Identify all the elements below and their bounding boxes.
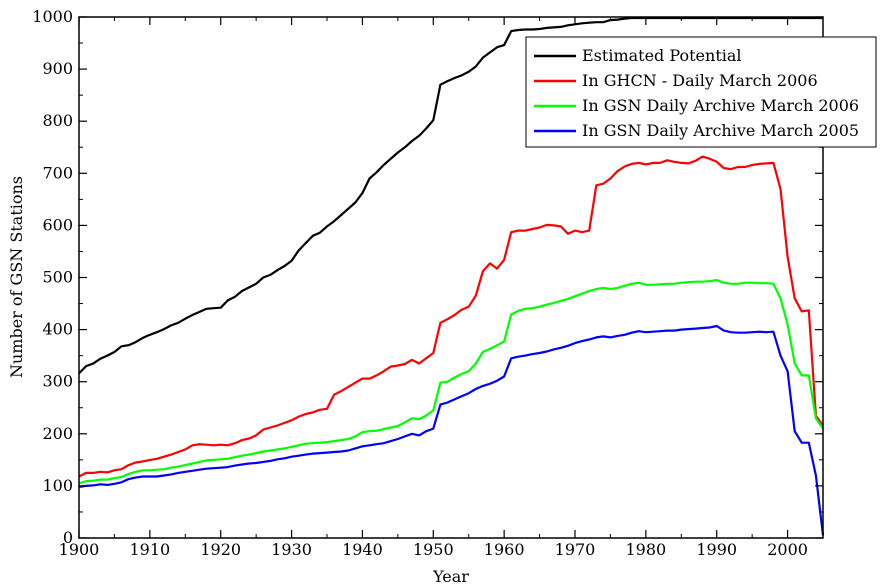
series-line-1 <box>78 16 823 375</box>
y-tick-label: 700 <box>42 163 73 182</box>
x-tick-label: 2000 <box>767 540 808 559</box>
series-line-2 <box>78 155 824 478</box>
x-tick-label: 1970 <box>555 540 596 559</box>
series-layer <box>78 16 825 536</box>
x-tick-label: 1930 <box>271 540 312 559</box>
x-tick-label: 1950 <box>413 540 454 559</box>
legend-label-2: In GHCN - Daily March 2006 <box>582 71 818 90</box>
x-tick-label: 1990 <box>696 540 737 559</box>
series-line-4 <box>78 324 825 536</box>
y-tick-label: 100 <box>42 476 73 495</box>
y-axis-label: Number of GSN Stations <box>7 176 26 378</box>
x-tick-label: 1940 <box>342 540 383 559</box>
series-line-3 <box>78 279 824 485</box>
x-tick-label: 1900 <box>59 540 100 559</box>
legend: Estimated Potential In GHCN - Daily March… <box>525 36 877 148</box>
y-tick-label: 1000 <box>32 7 73 26</box>
x-tick-label: 1920 <box>200 540 241 559</box>
legend-label-3: In GSN Daily Archive March 2006 <box>582 96 859 115</box>
legend-label-1: Estimated Potential <box>582 46 742 65</box>
y-tick-label: 0 <box>63 528 73 547</box>
y-tick-label: 600 <box>42 215 73 234</box>
y-tick-label: 400 <box>42 320 73 339</box>
x-tick-label: 1960 <box>484 540 525 559</box>
y-tick-label: 300 <box>42 372 73 391</box>
y-tick-label: 200 <box>42 424 73 443</box>
legend-box <box>525 36 877 148</box>
ticks-layer: 1900 1910 1920 1930 1940 1950 1960 1970 1980 1990… <box>32 7 823 559</box>
x-tick-label: 1910 <box>129 540 170 559</box>
y-tick-label: 800 <box>42 111 73 130</box>
legend-label-4: In GSN Daily Archive March 2005 <box>582 121 859 140</box>
y-tick-label: 500 <box>42 268 73 287</box>
y-tick-label: 900 <box>42 59 73 78</box>
x-axis-label: Year <box>432 567 469 586</box>
x-tick-label: 1980 <box>625 540 666 559</box>
